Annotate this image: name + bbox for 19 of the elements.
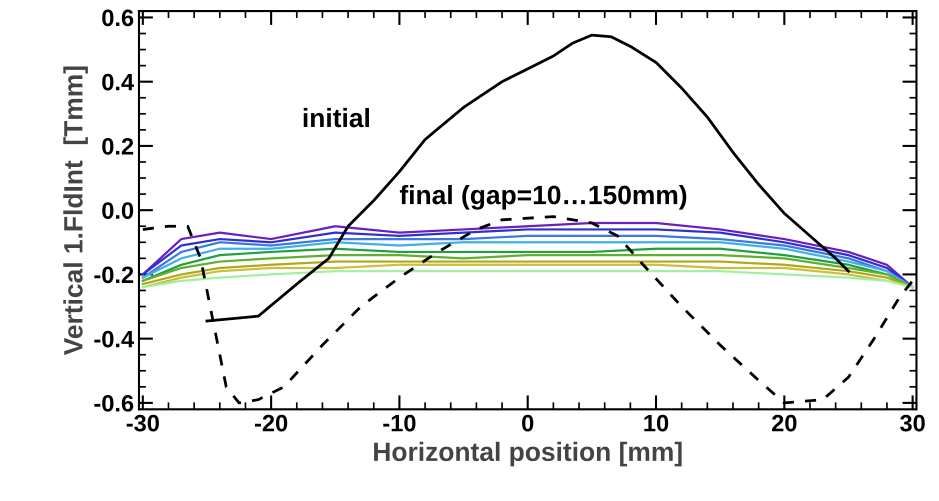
annotation: initial <box>304 108 369 128</box>
y-tick-label: 0.6 <box>102 10 134 26</box>
x-tick-label: 20 <box>772 414 796 432</box>
y-tick-label: -0.4 <box>94 330 134 348</box>
x-tick-label: -30 <box>126 414 159 432</box>
y-tick-label: 0.2 <box>102 138 134 155</box>
y-tick-label: -0.6 <box>94 394 134 412</box>
y-tick-label: -0.2 <box>94 266 134 284</box>
x-tick-label: 30 <box>900 414 925 432</box>
y-axis-title: Vertical 1.FldInt [Tmm] <box>63 66 88 356</box>
y-tick-label: 0.4 <box>102 74 134 90</box>
annotation: final (gap=10…150mm) <box>400 184 686 210</box>
x-tick-label: 10 <box>644 414 668 432</box>
line-series <box>142 270 914 288</box>
x-tick-label: -10 <box>383 414 416 432</box>
y-tick-label: 0.0 <box>102 202 134 219</box>
x-tick-label: -20 <box>254 414 288 432</box>
x-axis-title: Horizontal position [mm] <box>374 442 682 466</box>
x-tick-label: 0 <box>522 414 534 432</box>
